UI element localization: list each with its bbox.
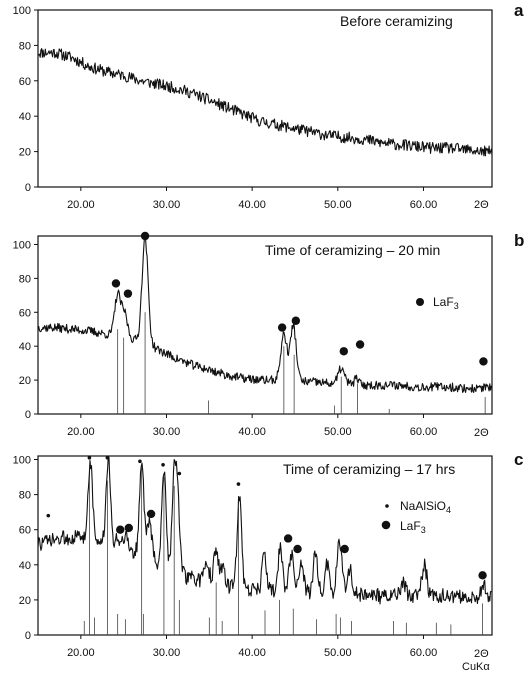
legend-label-laf3-c-main: LaF	[400, 519, 421, 533]
x-tick-label-a: 30.00	[153, 199, 181, 211]
y-tick-label-a: 0	[25, 182, 31, 194]
y-tick-label-b: 100	[13, 239, 31, 251]
x-tick-label-c: 20.00	[67, 647, 95, 659]
x-tick-label-a: 60.00	[410, 199, 438, 211]
legend-label-naalsio4-c: NaAlSiO4	[400, 499, 451, 515]
laf3-marker-c	[340, 544, 349, 554]
x-tick-label-c: 50.00	[324, 647, 352, 659]
laf3-marker-b	[111, 279, 121, 288]
panel-label-c: c	[514, 450, 523, 469]
panel-label-b: b	[514, 231, 524, 250]
legend-label-laf3-b-main: LaF	[433, 295, 454, 309]
legend-marker-naalsio4-c	[385, 504, 389, 508]
legend-marker-laf3-c	[381, 520, 391, 530]
y-tick-label-c: 80	[19, 490, 31, 502]
laf3-marker-c	[478, 571, 487, 580]
laf3-marker-c	[116, 525, 125, 534]
laf3-marker-b	[123, 289, 133, 298]
x-tick-label-b: 40.00	[238, 426, 266, 438]
naalsio4-marker-c	[46, 513, 51, 518]
y-tick-label-b: 80	[19, 273, 31, 285]
x-tick-label-b: 60.00	[410, 426, 438, 438]
y-tick-label-a: 40	[19, 111, 31, 123]
laf3-marker-b	[339, 347, 349, 356]
xrd-trace-a	[37, 48, 493, 157]
x-tick-label-b: 30.00	[153, 426, 181, 438]
naalsio4-marker-c	[236, 482, 241, 486]
y-tick-label-c: 20	[19, 595, 31, 607]
x-unit-c: 2Θ	[474, 648, 489, 660]
xrd-trace-c	[37, 455, 492, 605]
laf3-marker-b	[355, 340, 365, 349]
legend-label-laf3-c-sub: 3	[421, 525, 426, 535]
y-tick-label-a: 80	[19, 40, 31, 52]
y-tick-label-b: 40	[19, 341, 31, 353]
legend-label-naalsio4-c-main: NaAlSiO	[400, 499, 446, 513]
y-tick-label-c: 100	[13, 455, 31, 467]
naalsio4-marker-c	[105, 455, 110, 460]
x-tick-label-a: 20.00	[67, 199, 95, 211]
naalsio4-marker-c	[161, 462, 165, 467]
x-tick-label-b: 20.00	[67, 426, 95, 438]
naalsio4-marker-c	[138, 459, 142, 464]
naalsio4-marker-c	[87, 455, 92, 460]
y-tick-label-c: 40	[19, 560, 31, 572]
panel-title-b: Time of ceramizing – 20 min	[265, 242, 440, 258]
y-tick-label-a: 60	[19, 76, 31, 88]
laf3-marker-b	[291, 316, 301, 325]
x-tick-label-a: 50.00	[324, 199, 352, 211]
plot-frame-b	[37, 235, 493, 415]
laf3-marker-c	[124, 523, 133, 533]
x-tick-label-c: 40.00	[238, 647, 266, 659]
panel-title-c: Time of ceramizing – 17 hrs	[283, 461, 455, 477]
y-tick-label-b: 60	[19, 307, 31, 319]
y-tick-label-a: 20	[19, 147, 31, 159]
panel-title-a: Before ceramizing	[340, 13, 453, 29]
laf3-marker-c	[293, 544, 302, 554]
x-subtitle-c: CuKα	[462, 661, 490, 673]
x-tick-label-a: 40.00	[238, 199, 266, 211]
panel-b: b Time of ceramizing – 20 min 2Θ LaF3 0 2…	[13, 231, 525, 439]
y-tick-label-c: 60	[19, 525, 31, 537]
x-unit-a: 2Θ	[474, 199, 489, 211]
laf3-marker-b	[140, 231, 150, 241]
legend-label-laf3-c: LaF3	[400, 519, 426, 535]
panel-label-a: a	[514, 1, 524, 20]
legend-marker-laf3-b	[416, 298, 424, 306]
x-unit-b: 2Θ	[474, 427, 489, 439]
y-tick-label-b: 0	[25, 409, 31, 421]
panel-c: c Time of ceramizing – 17 hrs 2Θ CuKα Na…	[13, 450, 524, 673]
y-tick-label-b: 20	[19, 375, 31, 387]
laf3-marker-c	[146, 509, 156, 519]
laf3-marker-c	[283, 534, 293, 543]
legend-label-naalsio4-c-sub: 4	[446, 505, 451, 515]
naalsio4-marker-c	[177, 471, 182, 476]
y-tick-label-c: 0	[25, 630, 31, 642]
laf3-marker-b	[277, 323, 287, 332]
xrd-trace-b	[37, 235, 493, 393]
x-tick-label-b: 50.00	[324, 426, 352, 438]
plot-frame-a	[37, 9, 493, 188]
legend-label-laf3-b-sub: 3	[454, 301, 459, 311]
panel-a: a Before ceramizing 2Θ 0 20 40 60 80 100 20.00…	[13, 1, 524, 211]
legend-label-laf3-b: LaF3	[433, 295, 459, 311]
x-tick-label-c: 30.00	[153, 647, 181, 659]
x-tick-label-c: 60.00	[410, 647, 438, 659]
laf3-marker-b	[479, 357, 488, 366]
y-tick-label-a: 100	[13, 5, 31, 17]
